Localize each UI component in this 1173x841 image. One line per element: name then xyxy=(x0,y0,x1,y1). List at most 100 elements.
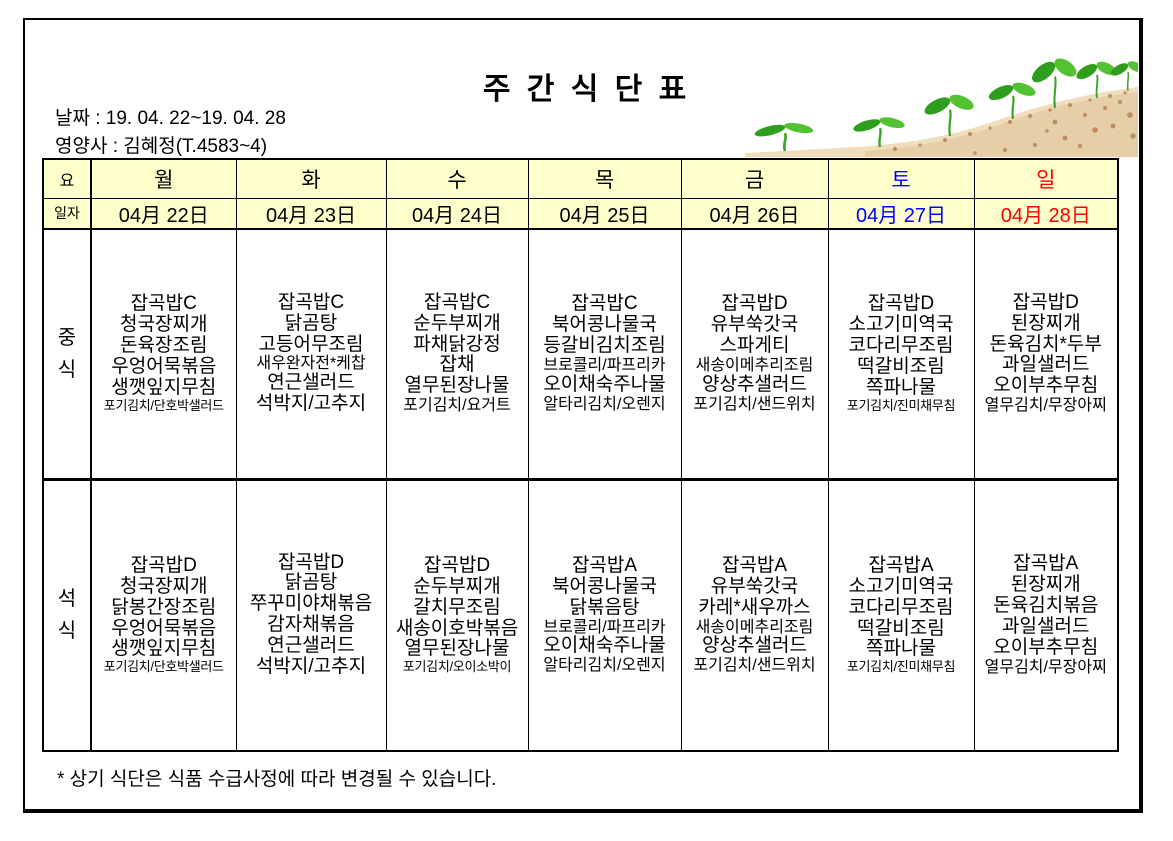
menu-item: 우엉어묵볶음 xyxy=(111,617,217,639)
menu-item: 새송이메추리조림 xyxy=(695,618,814,636)
menu-item: 소고기미역국 xyxy=(848,575,954,597)
date-range-label: 날짜 : 19. 04. 22~19. 04. 28 xyxy=(55,108,286,129)
menu-item: 쪽파나물 xyxy=(866,638,936,660)
dinner-cell-fri: 잡곡밥A 유부쑥갓국 카레*새우까스 새송이메추리조림 양상추샐러드 포기김치/샌드위치 xyxy=(680,478,829,752)
menu-item: 포기김치/단호박샐러드 xyxy=(103,397,224,413)
menu-item: 양상추샐러드 xyxy=(702,373,807,395)
date-tue: 04月 23日 xyxy=(235,197,387,230)
date-sun: 04月 28日 xyxy=(973,197,1119,230)
menu-item: 등갈비김치조림 xyxy=(543,335,666,357)
lunch-cell-tue: 잡곡밥C 닭곰탕 고등어무조림 새우완자전*케찹 연근샐러드 석박지/고추지 xyxy=(235,228,387,481)
menu-item: 잡곡밥A xyxy=(721,554,788,576)
menu-item: 생깻잎지무침 xyxy=(111,638,217,660)
menu-item: 포기김치/오이소박이 xyxy=(402,659,512,675)
menu-item: 잡곡밥C xyxy=(277,291,345,313)
menu-item: 청국장찌개 xyxy=(120,314,208,336)
menu-item: 잡곡밥A xyxy=(868,554,934,576)
menu-item: 오이부추무침 xyxy=(993,636,1099,658)
weekly-menu-table: 요 월 화 수 목 금 토 일 일자 04月 22日 04月 23日 04月 2… xyxy=(42,158,1119,752)
menu-item: 잡곡밥D xyxy=(423,554,491,576)
day-header-fri: 금 xyxy=(680,158,829,199)
menu-item: 잡곡밥D xyxy=(130,554,197,576)
menu-item: 닭봉간장조림 xyxy=(111,596,217,618)
menu-item: 오이채숙주나물 xyxy=(543,635,666,657)
menu-item: 코다리무조림 xyxy=(848,335,954,357)
menu-item: 석박지/고추지 xyxy=(255,392,367,414)
menu-item: 잡곡밥D xyxy=(721,293,788,315)
menu-item: 스파게티 xyxy=(719,335,790,357)
menu-item: 새우완자전*케찹 xyxy=(256,355,366,373)
dinner-cell-sun: 잡곡밥A 된장찌개 돈육김치볶음 과일샐러드 오이부추무침 열무김치/무장아찌 xyxy=(973,478,1119,752)
menu-item: 닭곰탕 xyxy=(284,312,338,334)
menu-item: 고등어무조림 xyxy=(258,333,364,355)
menu-item: 닭곰탕 xyxy=(284,572,338,594)
lunch-cell-sun: 잡곡밥D 된장찌개 돈육김치*두부 과일샐러드 오이부추무침 열무김치/무장아찌 xyxy=(973,228,1119,481)
day-header-tue: 화 xyxy=(235,158,387,199)
lunch-cell-wed: 잡곡밥C 순두부찌개 파채닭강정 잡채 열무된장나물 포기김치/요거트 xyxy=(385,228,529,481)
seedlings-illustration xyxy=(745,56,1138,157)
menu-item: 잡곡밥C xyxy=(571,293,638,315)
day-header-thu: 목 xyxy=(527,158,682,199)
day-header-mon: 월 xyxy=(90,158,237,199)
menu-item: 잡곡밥A xyxy=(571,554,638,576)
dinner-cell-sat: 잡곡밥A 소고기미역국 코다리무조림 떡갈비조림 쪽파나물 포기김치/진미채무침 xyxy=(827,478,975,752)
menu-item: 갈치무조림 xyxy=(413,596,501,618)
menu-item: 돈육장조림 xyxy=(120,335,208,357)
day-header-sun: 일 xyxy=(973,158,1119,199)
menu-item: 카레*새우까스 xyxy=(698,596,811,618)
menu-item: 쪽파나물 xyxy=(866,376,936,398)
menu-item: 열무된장나물 xyxy=(404,375,510,397)
menu-item: 돈육김치볶음 xyxy=(993,595,1099,616)
menu-item: 열무김치/무장아찌 xyxy=(984,397,1107,415)
menu-item: 석박지/고추지 xyxy=(255,656,367,678)
footer-note: * 상기 식단은 식품 수급사정에 따라 변경될 수 있습니다. xyxy=(57,769,497,790)
menu-item: 떡갈비조림 xyxy=(857,617,945,639)
menu-item: 잡곡밥A xyxy=(1013,553,1079,575)
menu-item: 포기김치/샌드위치 xyxy=(693,395,816,413)
menu-item: 소고기미역국 xyxy=(848,314,954,336)
menu-item: 연근샐러드 xyxy=(267,635,355,657)
corner-date-label: 일자 xyxy=(42,197,92,230)
menu-item: 된장찌개 xyxy=(1010,312,1081,334)
menu-item: 과일샐러드 xyxy=(1002,354,1090,376)
dinner-cell-thu: 잡곡밥A 북어콩나물국 닭볶음탕 브로콜리/파프리카 오이채숙주나물 알타리김치/오렌지 xyxy=(527,478,682,752)
menu-item: 새송이메추리조림 xyxy=(695,357,814,375)
lunch-cell-fri: 잡곡밥D 유부쑥갓국 스파게티 새송이메추리조림 양상추샐러드 포기김치/샌드위치 xyxy=(680,228,829,481)
menu-item: 포기김치/단호박샐러드 xyxy=(103,659,224,675)
menu-item: 잡채 xyxy=(439,354,475,376)
date-sat: 04月 27日 xyxy=(827,197,975,230)
menu-item: 떡갈비조림 xyxy=(857,356,945,378)
day-header-sat: 토 xyxy=(827,158,975,199)
menu-item: 알타리김치/오렌지 xyxy=(543,657,666,675)
menu-item: 유부쑥갓국 xyxy=(710,575,799,597)
menu-item: 순두부찌개 xyxy=(413,575,501,597)
menu-item: 브로콜리/파프리카 xyxy=(543,357,666,375)
page-title: 주 간 식 단 표 xyxy=(482,73,691,106)
menu-item: 오이채숙주나물 xyxy=(543,373,666,395)
menu-item: 포기김치/샌드위치 xyxy=(693,657,816,675)
menu-item: 오이부추무침 xyxy=(993,375,1099,397)
dinner-cell-wed: 잡곡밥D 순두부찌개 갈치무조림 새송이호박볶음 열무된장나물 포기김치/오이소박이 xyxy=(385,478,529,752)
menu-item: 파채닭강정 xyxy=(413,333,501,355)
menu-item: 열무김치/무장아찌 xyxy=(984,658,1107,676)
menu-item: 순두부찌개 xyxy=(413,312,501,334)
nutritionist-label: 영양사 : 김혜정(T.4583~4) xyxy=(55,136,268,157)
menu-item: 양상추샐러드 xyxy=(702,635,807,657)
dinner-cell-mon: 잡곡밥D 청국장찌개 닭봉간장조림 우엉어묵볶음 생깻잎지무침 포기김치/단호박샐러드 xyxy=(90,478,237,752)
menu-item: 청국장찌개 xyxy=(120,575,208,597)
menu-item: 잡곡밥C xyxy=(130,293,197,315)
lunch-cell-sat: 잡곡밥D 소고기미역국 코다리무조림 떡갈비조림 쪽파나물 포기김치/진미채무침 xyxy=(827,228,975,481)
date-mon: 04月 22日 xyxy=(90,197,237,230)
menu-item: 과일샐러드 xyxy=(1002,615,1090,637)
menu-item: 생깻잎지무침 xyxy=(111,376,217,398)
menu-item: 연근샐러드 xyxy=(267,371,355,393)
menu-item: 포기김치/진미채무침 xyxy=(846,397,956,413)
menu-item: 브로콜리/파프리카 xyxy=(543,618,666,636)
menu-item: 북어콩나물국 xyxy=(552,314,657,336)
menu-item: 잡곡밥D xyxy=(867,293,935,315)
menu-item: 포기김치/요거트 xyxy=(403,397,511,415)
menu-item: 열무된장나물 xyxy=(404,638,510,660)
menu-item: 코다리무조림 xyxy=(848,596,954,618)
menu-item: 포기김치/진미채무침 xyxy=(846,659,956,675)
